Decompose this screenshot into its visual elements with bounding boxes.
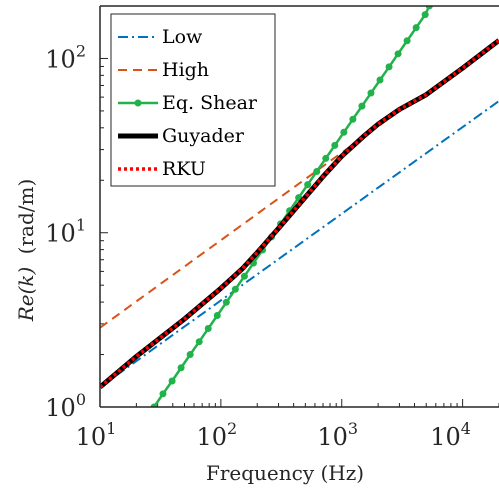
series-point [385, 63, 393, 71]
series-point [204, 325, 212, 333]
series-point [213, 312, 221, 320]
series-point [376, 76, 384, 84]
y-tick-label: 101 [45, 216, 86, 248]
y-tick-label: 100 [45, 390, 86, 422]
series-point [403, 37, 411, 45]
axes [99, 5, 499, 408]
series-point [195, 338, 203, 346]
y-axis-label: Re(k) (rad/m) [14, 179, 38, 323]
series-line-low [100, 100, 499, 388]
series-point [322, 154, 330, 162]
series-point [394, 50, 402, 58]
series-point [412, 24, 420, 32]
series-point [186, 351, 194, 359]
series-point [349, 115, 357, 123]
legend-item: High [118, 59, 209, 81]
legend-label: RKU [162, 158, 206, 180]
series-point [425, 6, 433, 10]
x-tick-label: 102 [197, 419, 238, 451]
series-point [367, 89, 375, 97]
series-point [231, 285, 239, 293]
series-point [421, 11, 429, 19]
y-tick-label: 102 [45, 41, 86, 73]
legend: Low High Eq. Shear Guyader RKU [110, 13, 276, 187]
series-point [150, 403, 158, 407]
series-line-rku [100, 38, 499, 389]
series-point [177, 364, 185, 372]
series-point [222, 298, 230, 306]
series-point [340, 128, 348, 136]
x-tick-label: 101 [76, 419, 117, 451]
legend-label: High [162, 59, 209, 81]
x-tick-label: 103 [317, 419, 358, 451]
x-axis-label: Frequency (Hz) [206, 461, 364, 485]
legend-item: Eq. Shear [118, 92, 258, 114]
legend-item: RKU [118, 158, 206, 180]
legend-label: Eq. Shear [162, 92, 258, 114]
series-point [240, 272, 248, 280]
series-point [304, 181, 312, 189]
y-axis-label-unit: (rad/m) [14, 179, 38, 255]
series-point [331, 141, 339, 149]
series-point [313, 168, 321, 176]
legend-marker [134, 99, 142, 107]
legend-label: Guyader [162, 125, 245, 147]
svg-text:Re(k) (rad/m): Re(k) (rad/m) [14, 179, 38, 323]
legend-item: Guyader [118, 125, 245, 147]
y-axis-label-quantity: Re(k) [14, 267, 38, 323]
series-point [358, 102, 366, 110]
series-point [168, 377, 176, 385]
legend-box [110, 13, 276, 187]
legend-item: Low [118, 26, 203, 48]
plot-area [100, 6, 499, 407]
legend-label: Low [162, 26, 203, 48]
series-point [159, 390, 167, 398]
x-tick-label: 104 [430, 419, 471, 451]
